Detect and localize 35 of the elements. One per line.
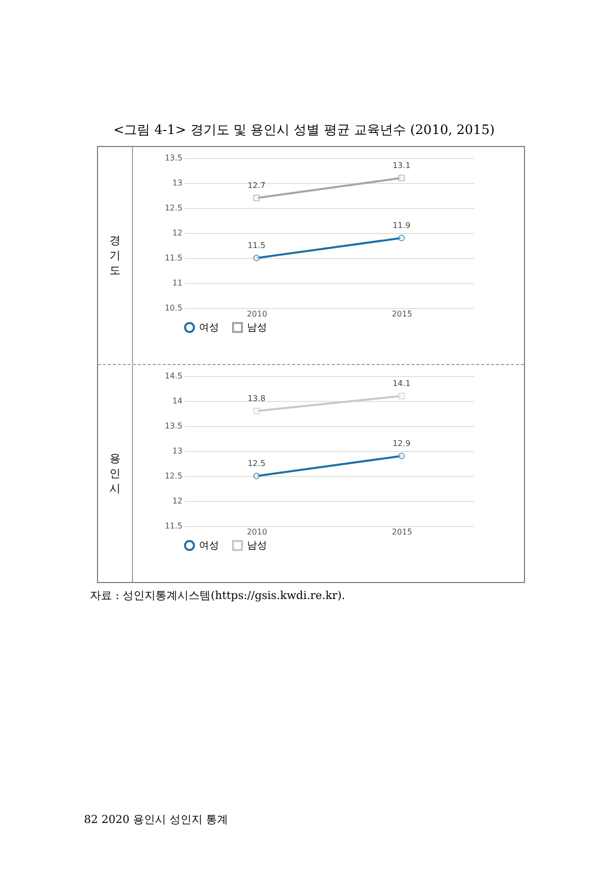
data-label: 11.5 bbox=[248, 241, 266, 250]
y-tick-label: 10.5 bbox=[164, 304, 182, 312]
legend-label: 여성 bbox=[199, 322, 219, 334]
y-tick-label: 12.5 bbox=[164, 204, 182, 212]
data-label: 13.8 bbox=[248, 394, 266, 403]
data-label: 11.9 bbox=[392, 221, 410, 230]
y-tick-label: 13 bbox=[172, 178, 182, 188]
y-tick-label: 11.5 bbox=[164, 522, 182, 530]
chart-title: <그림 4-1> 경기도 및 용인시 성별 평균 교육년수 (2010, 2015) bbox=[112, 122, 496, 139]
y-tick-label: 14 bbox=[172, 396, 182, 406]
x-tick-label: 2010 bbox=[246, 310, 268, 318]
x-tick-label: 2015 bbox=[392, 310, 412, 318]
legend-label: 남성 bbox=[247, 540, 267, 552]
legend-label: 남성 bbox=[247, 322, 267, 334]
data-label: 14.1 bbox=[392, 379, 410, 388]
data-label: 12.9 bbox=[392, 439, 410, 448]
x-tick-label: 2010 bbox=[246, 528, 268, 536]
y-tick-label: 11 bbox=[172, 278, 182, 288]
y-tick-label: 12.5 bbox=[164, 472, 182, 480]
y-tick-label: 13.5 bbox=[164, 154, 182, 162]
y-tick-label: 12 bbox=[172, 228, 182, 238]
y-axis-title: 경기도 bbox=[110, 233, 120, 278]
data-label: 12.5 bbox=[248, 459, 266, 468]
y-tick-label: 14.5 bbox=[164, 372, 182, 380]
y-tick-label: 13 bbox=[172, 446, 182, 456]
y-tick-label: 11.5 bbox=[164, 254, 182, 262]
text: 자료 : 성인지통계시스템(https://gsis.kwdi.re.kr). bbox=[90, 588, 346, 603]
y-tick-label: 13.5 bbox=[164, 422, 182, 430]
legend-label: 여성 bbox=[199, 540, 219, 552]
data-label: 13.1 bbox=[392, 161, 410, 170]
y-tick-label: 12 bbox=[172, 496, 182, 506]
y-axis-title: 용인시 bbox=[110, 451, 120, 496]
data-label: 12.7 bbox=[248, 181, 266, 190]
x-tick-label: 2015 bbox=[392, 528, 412, 536]
text: 82 2020 용인시 성인지 통계 bbox=[84, 812, 228, 827]
